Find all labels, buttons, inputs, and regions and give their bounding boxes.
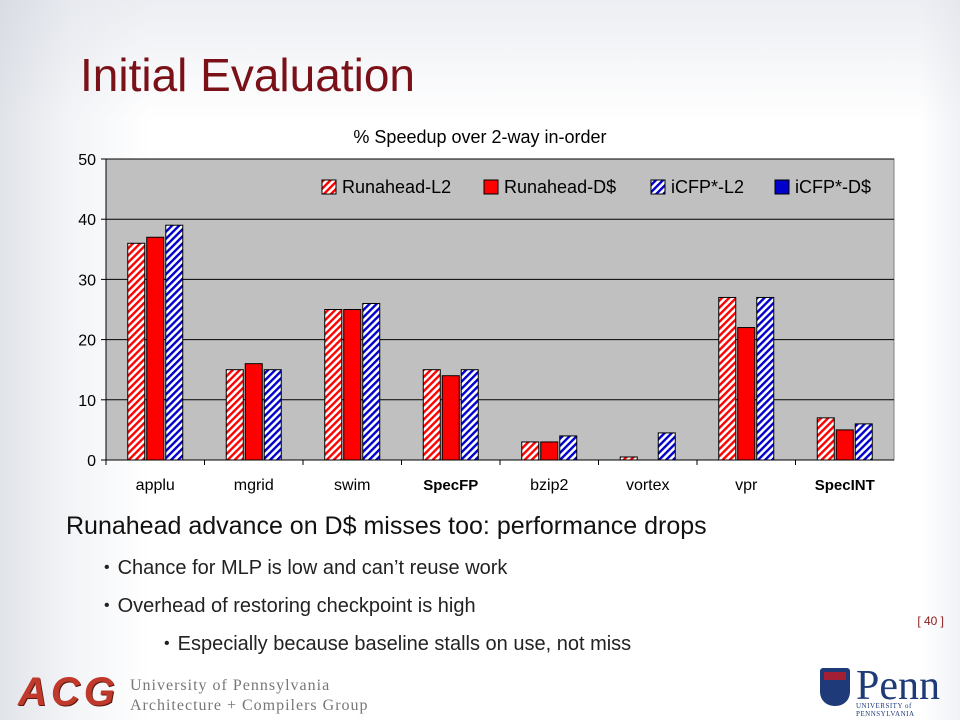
bar-icfp-l2 — [559, 435, 578, 461]
penn-logo-subtext: UNIVERSITY of PENNSYLVANIA — [856, 702, 915, 718]
bar-icfp-l2 — [756, 296, 775, 461]
y-tick-label: 10 — [78, 393, 96, 410]
x-tick-label: swim — [334, 477, 370, 494]
x-tick-label: SpecINT — [815, 477, 875, 494]
university-text: University of Pennsylvania Architecture … — [130, 676, 390, 716]
bar-runahead-d- — [540, 441, 559, 461]
x-tick-label: SpecFP — [423, 477, 478, 494]
bar-runahead-l2 — [324, 309, 343, 461]
legend-swatch — [321, 179, 337, 195]
speedup-chart: % Speedup over 2-way in-order 0 10 20 30 40 5… — [78, 127, 895, 494]
plot-area — [105, 158, 895, 461]
bar-runahead-d- — [835, 429, 854, 461]
bar-icfp-l2 — [854, 423, 873, 461]
bar-runahead-l2 — [127, 242, 146, 461]
subsub-bullet-1: • Especially because baseline stalls on u… — [164, 633, 631, 656]
bullet-dot-icon: • — [104, 597, 110, 614]
bar-runahead-l2 — [521, 441, 540, 461]
legend-swatch — [774, 179, 790, 195]
penn-shield-icon — [820, 668, 850, 706]
bar-runahead-d- — [244, 363, 263, 461]
bar-icfp-l2 — [460, 369, 479, 461]
x-tick-label: mgrid — [234, 477, 274, 494]
legend-swatch — [650, 179, 666, 195]
page-number: [ 40 ] — [917, 614, 944, 628]
chart-title: % Speedup over 2-way in-order — [353, 127, 606, 147]
acg-footer: ACG University of Pennsylvania Architect… — [18, 670, 368, 715]
y-tick-label: 0 — [87, 453, 96, 470]
y-tick-label: 50 — [78, 152, 96, 169]
main-bullet: Runahead advance on D$ misses too: perfo… — [66, 512, 707, 540]
x-tick-label: vpr — [735, 477, 758, 494]
bullet-dot-icon: • — [164, 635, 170, 652]
legend-swatch — [483, 179, 499, 195]
subsub-bullet-1-text: Especially because baseline stalls on us… — [177, 633, 632, 655]
bar-runahead-l2 — [718, 296, 737, 461]
slide-title: Initial Evaluation — [80, 49, 415, 101]
x-tick-label: bzip2 — [530, 477, 568, 494]
sub-bullet-1-text: Chance for MLP is low and can’t reuse wo… — [117, 557, 508, 579]
y-tick-label: 30 — [78, 272, 96, 289]
sub-bullet-1: • Chance for MLP is low and can’t reuse w… — [104, 557, 507, 580]
bar-icfp-l2 — [263, 369, 282, 461]
university-line-1: University of Pennsylvania — [130, 677, 331, 694]
bullet-dot-icon: • — [104, 559, 110, 576]
bar-icfp-l2 — [362, 302, 381, 461]
x-tick-label: applu — [136, 477, 175, 494]
y-tick-label: 20 — [78, 333, 96, 350]
bar-runahead-d- — [343, 309, 362, 461]
bar-runahead-d- — [737, 327, 756, 461]
legend-label: Runahead-D$ — [504, 177, 616, 197]
penn-logo-text: Penn — [856, 663, 940, 709]
bar-runahead-d- — [146, 236, 165, 461]
y-tick-label: 40 — [78, 212, 96, 229]
legend-label: iCFP*-L2 — [671, 177, 744, 197]
bar-icfp-l2 — [657, 432, 676, 461]
acg-logo: ACG — [18, 670, 119, 714]
university-line-2: Architecture + Compilers Group — [130, 697, 369, 714]
x-tick-label: vortex — [626, 477, 670, 494]
bar-runahead-d- — [441, 375, 460, 461]
sub-bullet-2: • Overhead of restoring checkpoint is hig… — [104, 595, 476, 618]
bar-runahead-l2 — [422, 369, 441, 461]
legend-label: Runahead-L2 — [342, 177, 451, 197]
legend-label: iCFP*-D$ — [795, 177, 871, 197]
bar-runahead-l2 — [225, 369, 244, 461]
bar-icfp-l2 — [165, 224, 184, 461]
sub-bullet-2-text: Overhead of restoring checkpoint is high — [117, 595, 476, 617]
bar-runahead-l2 — [816, 417, 835, 461]
